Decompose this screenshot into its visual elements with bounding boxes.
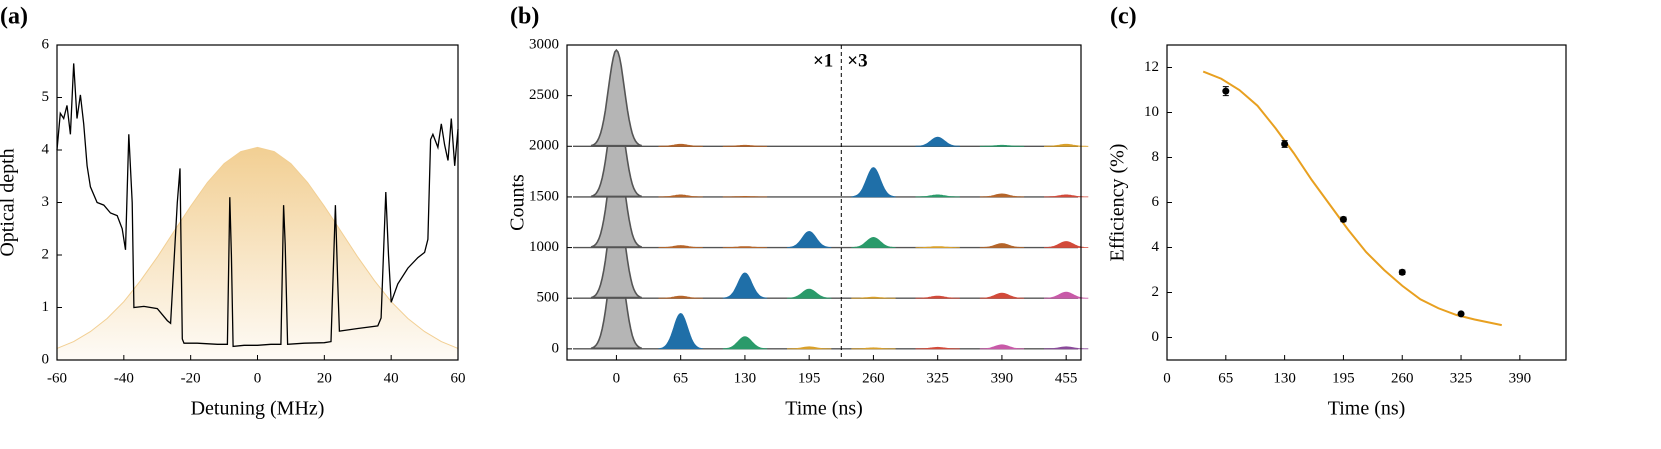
pulse bbox=[722, 144, 768, 147]
pulse bbox=[979, 193, 1025, 198]
y-axis-title: Optical depth bbox=[0, 148, 19, 256]
y-tick-label: 0 bbox=[552, 340, 560, 356]
pulse bbox=[658, 245, 703, 248]
pulse bbox=[722, 246, 768, 248]
x-tick-label: 260 bbox=[862, 370, 885, 386]
pulse bbox=[722, 196, 768, 198]
y-tick-label: 4 bbox=[42, 141, 50, 157]
pulse bbox=[979, 344, 1025, 350]
x-tick-label: 390 bbox=[1509, 370, 1532, 386]
pulse bbox=[851, 236, 896, 248]
x-tick-label: 20 bbox=[317, 370, 332, 386]
pulse bbox=[915, 246, 960, 248]
point bbox=[1457, 310, 1465, 318]
pulse bbox=[658, 312, 703, 349]
y-tick-label: 0 bbox=[42, 351, 50, 367]
pulse bbox=[658, 295, 703, 299]
y-tick-label: 1000 bbox=[529, 239, 559, 255]
pulse bbox=[658, 194, 703, 198]
fit-line bbox=[1202, 70, 1502, 327]
pulse bbox=[915, 194, 960, 198]
x-tick-label: 65 bbox=[1218, 370, 1233, 386]
x-tick-label: -60 bbox=[47, 370, 67, 386]
pulse bbox=[1044, 346, 1089, 350]
x-tick-label: 130 bbox=[1273, 370, 1296, 386]
x-tick-label: 260 bbox=[1391, 370, 1414, 386]
pulse bbox=[786, 230, 832, 248]
pulse bbox=[979, 292, 1025, 299]
panel-label: (a) bbox=[0, 4, 28, 30]
y-tick-label: 3000 bbox=[529, 36, 559, 52]
pulse bbox=[979, 243, 1025, 248]
pulse bbox=[851, 347, 896, 350]
y-tick-label: 4 bbox=[1152, 239, 1160, 255]
point bbox=[1339, 215, 1347, 223]
annotation: ×3 bbox=[847, 50, 867, 71]
x-tick-label: 65 bbox=[673, 370, 688, 386]
point bbox=[1398, 268, 1406, 276]
y-tick-label: 8 bbox=[1152, 149, 1160, 165]
y-tick-label: 0 bbox=[1152, 329, 1160, 345]
annotation: ×1 bbox=[813, 50, 833, 71]
x-tick-label: 195 bbox=[798, 370, 821, 386]
pulse bbox=[851, 296, 896, 299]
pulse bbox=[979, 144, 1025, 147]
pulse bbox=[786, 288, 832, 299]
x-tick-label: -20 bbox=[181, 370, 201, 386]
plot-frame bbox=[566, 44, 1082, 361]
y-tick-label: 2 bbox=[1152, 284, 1160, 300]
line bbox=[56, 63, 459, 348]
x-tick-label: 195 bbox=[1332, 370, 1355, 386]
pulse bbox=[722, 272, 768, 299]
point bbox=[1281, 140, 1289, 148]
x-tick-label: 130 bbox=[734, 370, 757, 386]
pulse bbox=[787, 346, 832, 350]
y-tick-label: 5 bbox=[42, 89, 50, 105]
area bbox=[56, 146, 459, 361]
y-tick-label: 1 bbox=[42, 299, 50, 315]
panel-label: (b) bbox=[510, 4, 539, 30]
y-tick-label: 2 bbox=[42, 246, 50, 262]
x-tick-label: -40 bbox=[114, 370, 134, 386]
x-axis-title: Time (ns) bbox=[785, 398, 863, 420]
x-tick-label: 40 bbox=[384, 370, 399, 386]
panel-label: (c) bbox=[1110, 4, 1137, 30]
pulse bbox=[915, 136, 960, 147]
y-axis-title: Efficiency (%) bbox=[1107, 144, 1129, 262]
x-tick-label: 455 bbox=[1055, 370, 1078, 386]
pulse bbox=[1044, 143, 1089, 147]
point bbox=[1222, 87, 1230, 95]
y-tick-label: 3 bbox=[42, 194, 50, 210]
x-tick-label: 0 bbox=[254, 370, 262, 386]
pulse bbox=[658, 143, 703, 147]
y-tick-label: 2500 bbox=[529, 87, 559, 103]
x-tick-label: 390 bbox=[991, 370, 1014, 386]
x-tick-label: 0 bbox=[613, 370, 621, 386]
y-tick-label: 12 bbox=[1144, 59, 1159, 75]
y-tick-label: 2000 bbox=[529, 138, 559, 154]
x-tick-label: 60 bbox=[451, 370, 466, 386]
y-tick-label: 1500 bbox=[529, 188, 559, 204]
pulse bbox=[851, 167, 896, 198]
x-tick-label: 325 bbox=[926, 370, 949, 386]
pulse bbox=[590, 48, 642, 147]
x-axis-title: Time (ns) bbox=[1328, 398, 1406, 420]
pulse bbox=[1043, 291, 1089, 299]
y-tick-label: 6 bbox=[42, 36, 50, 52]
y-tick-label: 10 bbox=[1144, 104, 1159, 120]
pulse bbox=[1044, 194, 1089, 198]
x-tick-label: 325 bbox=[1450, 370, 1473, 386]
x-axis-title: Detuning (MHz) bbox=[191, 398, 325, 420]
x-tick-label: 0 bbox=[1163, 370, 1171, 386]
pulse bbox=[1044, 241, 1089, 248]
y-axis-title: Counts bbox=[507, 174, 529, 231]
y-tick-label: 500 bbox=[537, 290, 560, 306]
y-tick-label: 6 bbox=[1152, 194, 1160, 210]
pulse bbox=[722, 336, 768, 350]
pulse bbox=[915, 295, 960, 299]
pulse bbox=[915, 346, 960, 350]
